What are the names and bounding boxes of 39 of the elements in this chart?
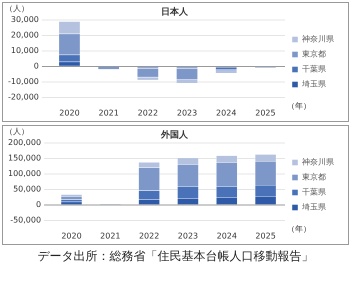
x-tick-label: 2020 [61, 231, 82, 240]
y-tick-label: 50,000 [13, 184, 42, 194]
chart-title: 日本人 [161, 6, 189, 18]
x-axis-title: （年） [287, 224, 311, 234]
y-tick-label: 100,000 [8, 168, 42, 178]
x-tick-label: 2021 [100, 231, 120, 240]
legend-label: 東京都 [302, 50, 326, 59]
x-axis-title: （年） [287, 101, 311, 110]
y-tick-label: -20,000 [8, 92, 39, 102]
x-tick-label: 2022 [138, 231, 160, 240]
legend-label: 神奈川県 [302, 158, 334, 167]
x-tick-label: 2024 [216, 231, 237, 240]
y-tick-label: 200,000 [8, 138, 42, 147]
legend-label: 埼玉県 [301, 202, 326, 212]
y-tick-label: 30,000 [10, 14, 39, 24]
chart-title: 外国人 [160, 130, 189, 141]
x-tick-label: 2025 [255, 231, 276, 240]
x-tick-label: 2022 [138, 108, 158, 118]
y-tick-label: 10,000 [10, 46, 39, 55]
legend-label: 埼玉県 [301, 80, 326, 89]
y-axis-title: （人） [5, 127, 29, 136]
legend-label: 東京都 [302, 172, 326, 182]
legend-label: 千葉県 [302, 188, 326, 197]
x-tick-label: 2025 [255, 108, 276, 118]
x-tick-label: 2023 [178, 231, 198, 240]
y-tick-label: 150,000 [8, 153, 42, 162]
y-tick-label: -50,000 [10, 215, 42, 224]
x-tick-label: 2023 [176, 108, 198, 118]
y-tick-label: 0 [34, 61, 39, 70]
legend-label: 神奈川県 [302, 34, 334, 44]
text: データ出所：総務省「住民基本台帳人口移動報告」 [36, 248, 314, 265]
x-tick-label: 2020 [59, 108, 80, 118]
legend-label: 千葉県 [302, 64, 326, 74]
y-tick-label: -10,000 [8, 76, 39, 86]
y-tick-label: 0 [36, 200, 42, 209]
x-tick-label: 2021 [98, 108, 119, 118]
x-tick-label: 2024 [216, 108, 236, 118]
y-axis-title: （人） [5, 4, 29, 14]
y-tick-label: 20,000 [10, 30, 39, 40]
